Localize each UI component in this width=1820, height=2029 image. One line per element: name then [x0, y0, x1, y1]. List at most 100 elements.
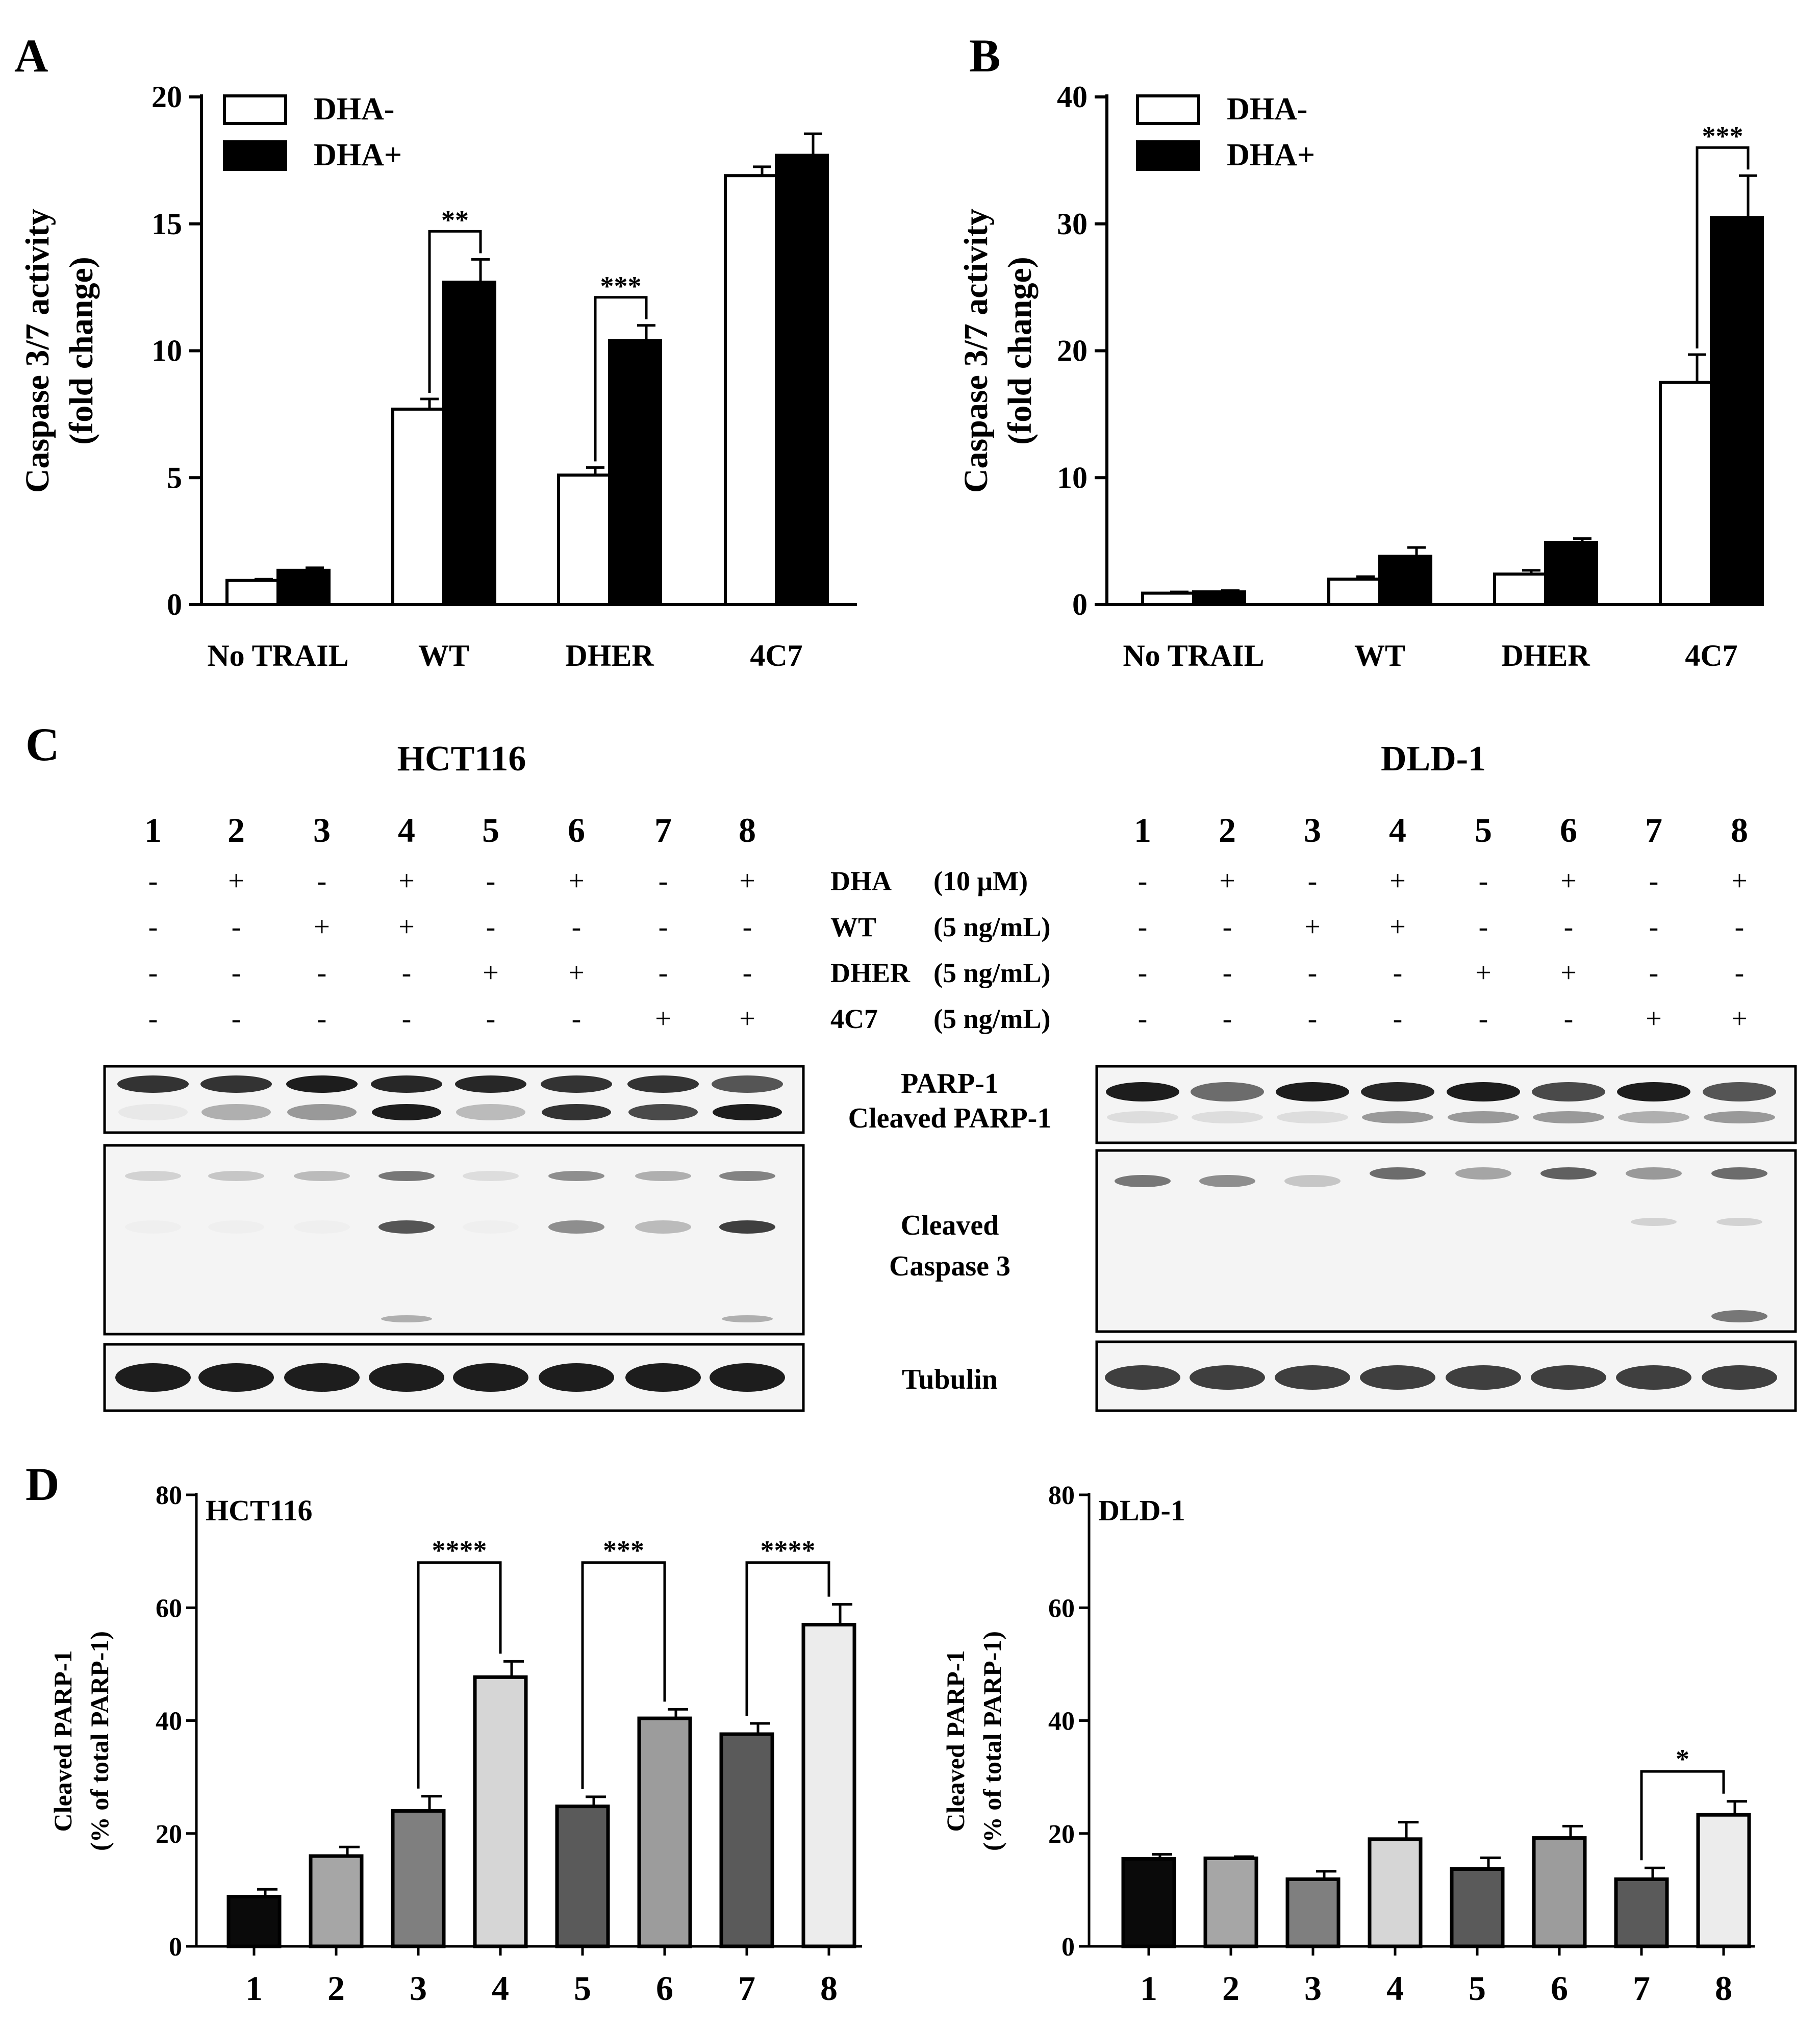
- condition-mark-dld1-2-5: +: [1560, 957, 1577, 989]
- a-bar-DHA+-3: [775, 154, 829, 606]
- b-xtick-label-2: DHER: [1501, 639, 1590, 672]
- a-bar-DHA--2: [557, 473, 611, 607]
- blot-band-1-4-2300: [1455, 1167, 1511, 1180]
- condition-mark-dld1-1-1: -: [1223, 911, 1232, 943]
- blot-band-1-4-2190: [1448, 1111, 1519, 1123]
- d1-sig-label-1: ***: [603, 1535, 644, 1566]
- a-legend-label-1: DHA+: [314, 138, 402, 172]
- a-bar-DHA+-2: [608, 339, 662, 606]
- blot-band-1-1-2140: [1191, 1082, 1264, 1101]
- d2-bar-7: [1696, 1813, 1751, 1948]
- condition-mark-hct116-2-6: -: [659, 957, 668, 989]
- condition-mark-dld1-2-7: -: [1735, 957, 1745, 989]
- blot-band-1-3-2190: [1362, 1111, 1433, 1123]
- chart-b-caspase-activity: 0 10 20 30 40 Caspase 3/7 activity (fold chang…: [957, 80, 1764, 672]
- b-legend-swatch-0: [1136, 94, 1200, 125]
- blot-band-0-2-2700: [284, 1363, 360, 1392]
- blot-band-1-0-2315: [1115, 1175, 1171, 1187]
- d1-sig-label-0: ****: [432, 1535, 487, 1566]
- blot-membrane-parp-0: [103, 1065, 805, 1134]
- blot-band-0-4-2125: [455, 1075, 526, 1093]
- blot-band-0-3-2125: [371, 1075, 442, 1093]
- condition-mark-dld1-0-7: +: [1731, 865, 1748, 897]
- b-ylabel-line2: (fold change): [1001, 257, 1039, 444]
- blot-band-0-2-2125: [286, 1075, 358, 1093]
- condition-mark-hct116-1-1: -: [232, 911, 241, 943]
- blot-band-0-6-2700: [625, 1363, 701, 1392]
- blot-band-0-3-2585: [381, 1315, 432, 1322]
- condition-mark-dld1-2-6: -: [1649, 957, 1659, 989]
- blot-band-0-5-2125: [541, 1075, 612, 1093]
- condition-mark-dld1-1-7: -: [1735, 911, 1745, 943]
- a-ytick-label-4: 20: [151, 80, 182, 114]
- condition-mark-hct116-1-0: -: [148, 911, 158, 943]
- condition-mark-hct116-3-5: -: [572, 1003, 582, 1035]
- condition-mark-hct116-3-4: -: [486, 1003, 496, 1035]
- condition-mark-dld1-0-5: +: [1560, 865, 1577, 897]
- b-sig-label-0: ***: [1702, 121, 1743, 152]
- blot-band-0-6-2125: [627, 1075, 699, 1093]
- lane-number-hct116-0: 1: [144, 811, 162, 849]
- blot-band-1-2-2140: [1276, 1082, 1349, 1101]
- blot-band-1-0-2190: [1107, 1111, 1178, 1123]
- b-ytick-label-1: 10: [1057, 461, 1088, 494]
- a-ytick-label-2: 10: [151, 334, 182, 368]
- condition-mark-hct116-3-7: +: [739, 1003, 755, 1035]
- condition-mark-hct116-3-3: -: [402, 1003, 412, 1035]
- condition-mark-hct116-0-5: +: [568, 865, 585, 897]
- lane-number-hct116-1: 2: [228, 811, 245, 849]
- a-bar-DHA--0: [225, 579, 280, 607]
- condition-name-3: 4C7: [830, 1004, 878, 1034]
- panel-letter-c: C: [26, 718, 59, 770]
- condition-name-0: DHA: [830, 866, 892, 896]
- blot-band-1-5-2300: [1540, 1167, 1597, 1180]
- a-bar-DHA+-0: [276, 568, 331, 607]
- d2-xtick-label-6: 7: [1633, 1969, 1650, 2008]
- b-ylabel-line1: Caspase 3/7 activity: [957, 209, 995, 493]
- lane-number-hct116-7: 8: [739, 811, 756, 849]
- d1-sig-bracket-0: [417, 1561, 502, 1789]
- blot-band-1-0-2140: [1106, 1082, 1179, 1101]
- blot-band-0-2-2305: [294, 1171, 350, 1181]
- b-bar-DHA--1: [1327, 578, 1381, 606]
- d1-ytick-label-3: 60: [156, 1594, 182, 1623]
- d2-xtick-label-4: 5: [1469, 1969, 1486, 2008]
- d1-bar-1: [309, 1854, 364, 1948]
- lane-number-dld1-4: 5: [1475, 811, 1492, 849]
- condition-mark-dld1-0-4: -: [1479, 865, 1488, 897]
- d2-bar-6: [1614, 1877, 1669, 1948]
- b-xtick-label-1: WT: [1354, 639, 1405, 672]
- blot-band-1-6-2300: [1626, 1167, 1682, 1180]
- d2-xtick-label-2: 3: [1304, 1969, 1322, 2008]
- d1-sig-bracket-2: [745, 1561, 830, 1716]
- d2-ylabel-line2: (% of total PARP-1): [978, 1631, 1006, 1851]
- lane-number-dld1-3: 4: [1389, 811, 1406, 849]
- lane-number-dld1-1: 2: [1219, 811, 1236, 849]
- condition-mark-hct116-2-2: -: [317, 957, 327, 989]
- d1-xtick-label-0: 1: [245, 1969, 263, 2008]
- b-sig-bracket-0: [1696, 146, 1750, 348]
- d2-ytick-label-1: 20: [1048, 1820, 1075, 1849]
- lane-number-hct116-4: 5: [482, 811, 499, 849]
- blot-membrane-casp-1: [103, 1144, 805, 1336]
- d1-ytick-label-4: 80: [156, 1481, 182, 1510]
- b-legend-label-1: DHA+: [1227, 138, 1315, 172]
- blot-band-1-2-2190: [1277, 1111, 1348, 1123]
- chart-d-dld1-parp: 0 20 40 60 80 DLD-1 Cleaved PARP-1 (% of total …: [941, 1481, 1755, 2008]
- condition-mark-hct116-0-2: -: [317, 865, 327, 897]
- blot-band-0-7-2405: [719, 1220, 775, 1234]
- lane-number-dld1-2: 3: [1304, 811, 1321, 849]
- condition-mark-hct116-2-3: -: [402, 957, 412, 989]
- blot-label-cleaved-caspase-line1: Cleaved: [901, 1210, 999, 1241]
- blot-band-0-6-2405: [635, 1220, 691, 1234]
- western-blot-panel: HCT116 DLD-1 1 2 3 4 5 6 7 8 - + - + - + - + - - + + - - - - - - - - +…: [103, 739, 1797, 1412]
- d2-ytick-label-4: 80: [1048, 1481, 1075, 1510]
- b-ytick-label-3: 30: [1057, 207, 1088, 241]
- b-bar-DHA--3: [1659, 381, 1713, 606]
- blot-band-0-0-2180: [118, 1104, 188, 1120]
- d2-bar-5: [1532, 1836, 1587, 1948]
- d2-xtick-label-5: 6: [1551, 1969, 1568, 2008]
- blot-band-0-7-2180: [713, 1104, 782, 1120]
- d2-ytick-label-0: 0: [1061, 1933, 1075, 1962]
- d1-ytick-label-2: 40: [156, 1707, 182, 1736]
